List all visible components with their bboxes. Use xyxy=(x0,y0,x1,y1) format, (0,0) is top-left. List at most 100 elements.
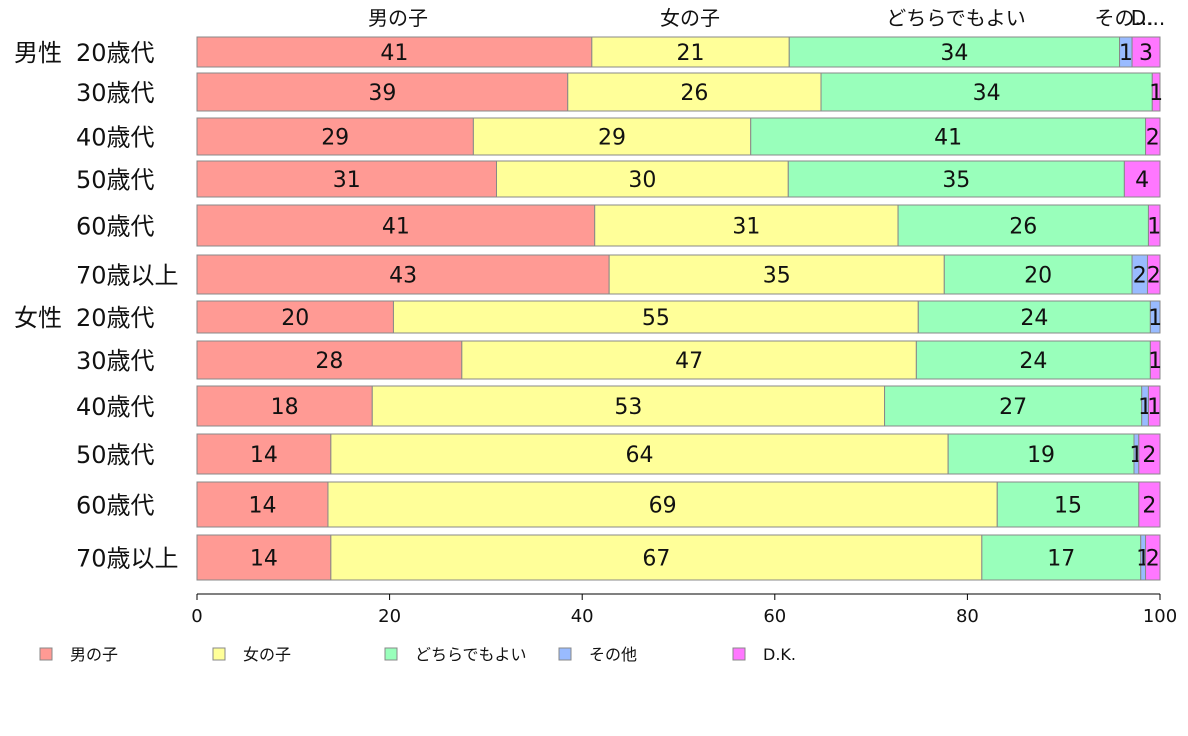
data-label: 53 xyxy=(614,395,642,420)
data-label: 39 xyxy=(368,81,396,106)
data-label: 18 xyxy=(271,395,299,420)
data-label: 30 xyxy=(628,168,656,193)
bar-segment xyxy=(196,72,569,112)
bar-segment xyxy=(196,36,593,68)
bar-segment xyxy=(1138,433,1161,475)
data-label: 34 xyxy=(973,81,1001,106)
data-label: 2 xyxy=(1142,494,1156,519)
bar-segment xyxy=(1151,72,1161,112)
data-label: 29 xyxy=(321,126,349,151)
bar-segment xyxy=(1149,300,1161,334)
bar-segment xyxy=(981,534,1142,581)
x-axis: 0 20 40 60 80 100 xyxy=(191,593,1177,627)
x-tick-label: 20 xyxy=(378,606,401,627)
bar-segment xyxy=(943,254,1133,295)
data-label: 19 xyxy=(1027,443,1055,468)
data-label: 67 xyxy=(642,547,670,572)
bar-segment xyxy=(1146,254,1161,295)
data-label: 24 xyxy=(1019,349,1047,374)
bar-segment xyxy=(327,481,998,528)
legend-label: 女の子 xyxy=(243,645,291,664)
bar-segment xyxy=(495,160,789,198)
bar-segment xyxy=(1138,481,1161,528)
bar-segment xyxy=(392,300,919,334)
bar-segment xyxy=(608,254,945,295)
legend: 男の子 女の子 どちらでもよい その他 D.K. xyxy=(39,645,796,664)
bar-segment xyxy=(1147,204,1161,247)
row-label: 50歳代 xyxy=(76,166,155,194)
row-label: 20歳代 xyxy=(76,39,155,67)
data-label: 21 xyxy=(677,41,705,66)
data-label: 14 xyxy=(250,443,278,468)
data-label: 2 xyxy=(1142,443,1156,468)
data-label: 31 xyxy=(732,215,760,240)
bar-segment xyxy=(1123,160,1161,198)
data-label: 3 xyxy=(1139,41,1153,66)
data-label: 47 xyxy=(675,349,703,374)
row-label: 40歳代 xyxy=(76,393,155,421)
row-label: 40歳代 xyxy=(76,124,155,152)
row-label: 70歳以上 xyxy=(76,545,179,573)
bar-segment xyxy=(1145,534,1161,581)
bar-segment xyxy=(196,534,332,581)
data-label: 15 xyxy=(1054,494,1082,519)
legend-swatch xyxy=(39,647,53,661)
bar-segment xyxy=(371,385,886,427)
legend-swatch xyxy=(558,647,572,661)
bar-segment xyxy=(917,300,1151,334)
data-label: 28 xyxy=(315,349,343,374)
data-label: 2 xyxy=(1146,126,1160,151)
data-label: 1 xyxy=(1119,41,1133,66)
data-label: 1 xyxy=(1149,81,1163,106)
data-label: 26 xyxy=(1009,215,1037,240)
data-label: 1 xyxy=(1148,306,1162,331)
bar-segment xyxy=(196,300,394,334)
data-label: 20 xyxy=(281,306,309,331)
legend-swatch xyxy=(384,647,398,661)
row-label: 60歳代 xyxy=(76,213,155,241)
bar-segment xyxy=(897,204,1149,247)
plot-area: 41 21 34 1 339 26 34 129 29 41 231 30 35 441 31 26 143 35… xyxy=(196,36,1163,581)
row-label: 70歳以上 xyxy=(76,262,179,290)
data-label: 41 xyxy=(382,215,410,240)
bar-segment xyxy=(567,72,822,112)
data-label: 2 xyxy=(1147,264,1161,289)
data-label: 29 xyxy=(598,126,626,151)
legend-swatch xyxy=(732,647,746,661)
column-header: 女の子 xyxy=(660,6,720,30)
bar-segment xyxy=(750,117,1147,156)
row-label: 60歳代 xyxy=(76,492,155,520)
bar-segment xyxy=(1145,117,1161,156)
bar-segment xyxy=(330,534,983,581)
x-tick-label: 40 xyxy=(571,606,594,627)
x-tick-label: 80 xyxy=(956,606,979,627)
data-label: 2 xyxy=(1146,547,1160,572)
x-tick-label: 100 xyxy=(1143,606,1177,627)
bar-segment xyxy=(196,160,497,198)
bar-segment xyxy=(196,254,610,295)
row-label: 50歳代 xyxy=(76,441,155,469)
bar-segment xyxy=(196,385,373,427)
data-label: 55 xyxy=(642,306,670,331)
data-label: 35 xyxy=(942,168,970,193)
column-headers: 男の子 女の子 どちらでもよい その...D... xyxy=(368,6,1165,30)
row-label: 30歳代 xyxy=(76,79,155,107)
data-label: 41 xyxy=(380,41,408,66)
bar-segment xyxy=(1131,36,1161,68)
bar-segment xyxy=(1147,385,1161,427)
bar-segment xyxy=(196,117,474,156)
data-label: 20 xyxy=(1024,264,1052,289)
data-label: 17 xyxy=(1047,547,1075,572)
x-tick-label: 0 xyxy=(191,606,202,627)
bar-segment xyxy=(591,36,790,68)
legend-label: 男の子 xyxy=(70,645,118,664)
bar-segment xyxy=(196,204,596,247)
data-label: 35 xyxy=(763,264,791,289)
bar-segment xyxy=(996,481,1140,528)
column-header: 男の子 xyxy=(368,6,428,30)
data-label: 26 xyxy=(680,81,708,106)
column-header: どちらでもよい xyxy=(886,6,1025,30)
legend-label: その他 xyxy=(589,645,637,664)
x-tick-label: 60 xyxy=(763,606,786,627)
